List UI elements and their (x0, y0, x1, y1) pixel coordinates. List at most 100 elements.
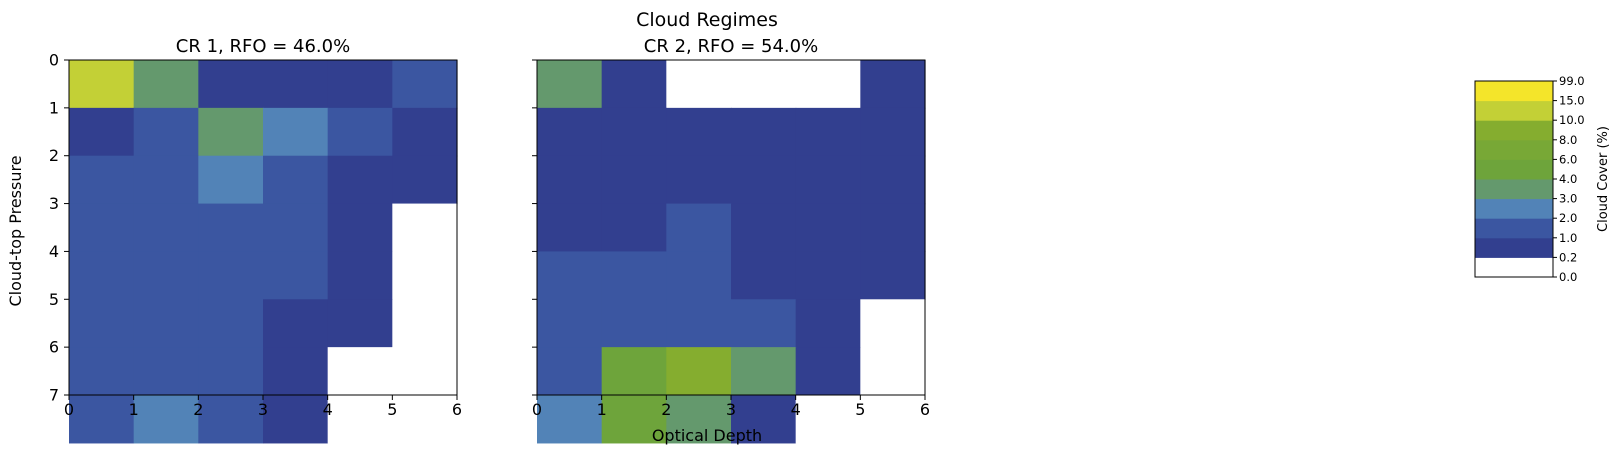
heatmap-cell (795, 155, 861, 205)
heatmap-cell (731, 299, 797, 348)
y-tick-label: 3 (49, 194, 59, 213)
heatmap-cell (327, 251, 393, 300)
heatmap-cell (392, 251, 458, 300)
heatmap-cell (601, 251, 667, 300)
heatmap-cell (860, 60, 926, 109)
heatmap-cell (537, 155, 603, 205)
colorbar: 0.0 0.2 1.0 2.0 3.0 4.0 6.0 8.0 10.0 15.0 99.0 Clou… (1474, 74, 1611, 284)
heatmap-cell (666, 251, 732, 300)
subplot-title: CR 2, RFO = 54.0% (644, 36, 818, 57)
heatmap-cell (69, 347, 135, 396)
heatmap-cell (263, 251, 329, 300)
heatmap-cell (731, 347, 797, 396)
figure-title: Cloud Regimes (636, 9, 778, 31)
heatmap-cell (601, 395, 667, 444)
heatmap-cell (601, 155, 667, 205)
heatmap-cell (69, 60, 135, 109)
colorbar-swatch (1475, 218, 1553, 239)
heatmap-cell (537, 299, 603, 348)
heatmap-cell (198, 107, 264, 157)
heatmap-cell (327, 60, 393, 109)
heatmap-cell (327, 155, 393, 205)
heatmap-cell (537, 107, 603, 157)
heatmap-cell (263, 395, 329, 444)
heatmap-cell (69, 395, 135, 444)
heatmap-cell (198, 395, 264, 444)
heatmap-cell (666, 203, 732, 253)
x-tick-label: 0 (532, 400, 542, 419)
heatmap-cell (860, 395, 926, 444)
heatmap-cell (795, 107, 861, 157)
colorbar-tick-label: 0.0 (1559, 270, 1577, 284)
colorbar-tick-label: 4.0 (1559, 172, 1577, 186)
heatmap-cell (860, 107, 926, 157)
heatmap-cell (537, 251, 603, 300)
x-tick-label: 4 (791, 400, 801, 419)
heatmap-cell (731, 155, 797, 205)
heatmap-cell (666, 299, 732, 348)
heatmap-cell (133, 251, 199, 300)
heatmap-cell (133, 107, 199, 157)
heatmap-cell (69, 299, 135, 348)
colorbar-tick-label: 0.2 (1559, 250, 1577, 264)
heatmap-cell (666, 395, 732, 444)
colorbar-swatch (1475, 179, 1553, 200)
colorbar-tick-label: 1.0 (1559, 231, 1577, 245)
heatmap-cell (860, 251, 926, 300)
heatmap-cell (795, 203, 861, 253)
heatmap-cell (601, 107, 667, 157)
heatmap-cell (198, 60, 264, 109)
y-tick-label: 0 (49, 51, 59, 70)
x-tick-label: 4 (323, 400, 333, 419)
heatmap-cell (392, 395, 458, 444)
heatmap-cell (731, 107, 797, 157)
heatmap-cell (731, 203, 797, 253)
colorbar-swatch (1475, 257, 1553, 278)
heatmap-cell (263, 60, 329, 109)
x-tick-label: 5 (387, 400, 397, 419)
colorbar-tick-label: 6.0 (1559, 152, 1577, 166)
heatmap-cell (731, 395, 797, 444)
heatmap-cell (601, 299, 667, 348)
colorbar-tick-label: 10.0 (1559, 113, 1585, 127)
colorbar-swatch (1475, 120, 1553, 141)
heatmap-cell (795, 251, 861, 300)
y-tick-label: 2 (49, 146, 59, 165)
heatmap-cell (666, 60, 732, 109)
colorbar-tick-label: 3.0 (1559, 192, 1577, 206)
y-tick-label: 7 (49, 386, 59, 405)
x-tick-label: 3 (726, 400, 736, 419)
colorbar-label: Cloud Cover (%) (1596, 126, 1611, 232)
heatmap-cell (731, 251, 797, 300)
heatmap-cell (133, 299, 199, 348)
y-tick-label: 1 (49, 98, 59, 117)
heatmap-cell (601, 60, 667, 109)
x-tick-label: 1 (597, 400, 607, 419)
heatmap-cell (537, 395, 603, 444)
heatmap-cell (133, 203, 199, 253)
subplot-title: CR 1, RFO = 46.0% (176, 36, 350, 57)
heatmap-cell (537, 347, 603, 396)
y-axis-label: Cloud-top Pressure (6, 155, 25, 306)
colorbar-tick-label: 2.0 (1559, 211, 1577, 225)
heatmap-cell (666, 155, 732, 205)
heatmap-cell (198, 155, 264, 205)
heatmap-cell (327, 347, 393, 396)
x-tick-label: 6 (452, 400, 462, 419)
heatmap-cell (69, 155, 135, 205)
heatmap-cell (69, 107, 135, 157)
colorbar-tick-label: 8.0 (1559, 133, 1577, 147)
heatmap-cell (133, 347, 199, 396)
heatmap-cell (392, 299, 458, 348)
heatmap-cell (795, 60, 861, 109)
heatmap-cell (263, 347, 329, 396)
heatmap-cell (666, 347, 732, 396)
x-tick-label: 2 (193, 400, 203, 419)
colorbar-tick-label: 15.0 (1559, 94, 1585, 108)
heatmap-cell (392, 347, 458, 396)
heatmap-panels: CR 1, RFO = 46.0% 0 1 2 3 4 5 6 0 1 2 3 4 5 6 7 CR 2, RF… (49, 36, 930, 444)
heatmap-panel-2: CR 2, RFO = 54.0% 0 1 2 3 4 5 6 (532, 36, 930, 444)
colorbar-swatch (1475, 81, 1553, 102)
heatmap-cell (198, 251, 264, 300)
